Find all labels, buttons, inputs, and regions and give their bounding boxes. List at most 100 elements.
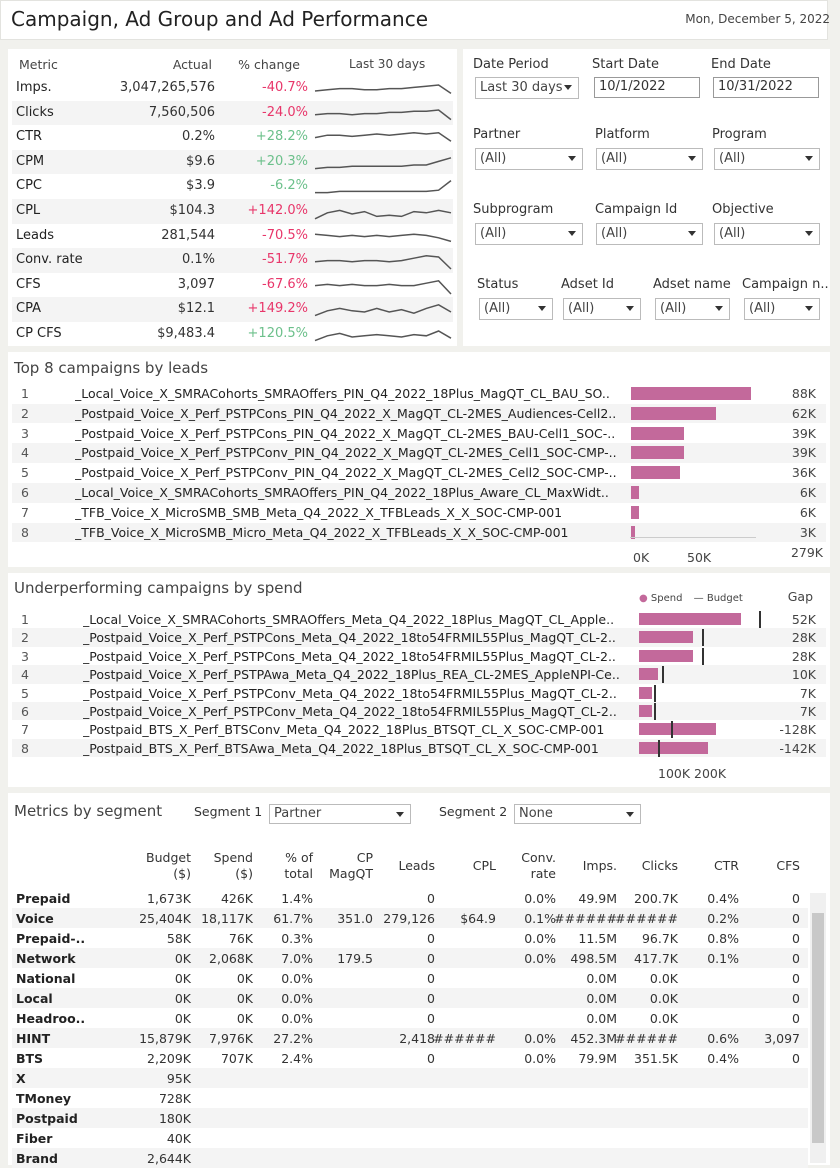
- segment-cell: 15,879K: [139, 1031, 191, 1046]
- program-value: (All): [719, 151, 746, 166]
- segment-row[interactable]: Headroo.. 0K 0K 0.0% 0 0.0M 0.0K 0: [12, 1008, 808, 1028]
- segment-column-header[interactable]: Budget ($): [131, 849, 191, 883]
- underperforming-row[interactable]: 3 _Postpaid_Voice_X_Perf_PSTPCons_Meta_Q4…: [12, 647, 826, 665]
- kpi-panel: Metric Actual % change Last 30 days Imps…: [8, 49, 457, 346]
- campaign-row[interactable]: 8 _TFB_Voice_X_MicroSMB_Micro_Meta_Q4_202…: [12, 522, 826, 543]
- segment-cell: 0: [792, 971, 800, 986]
- date-period-dropdown[interactable]: Last 30 days: [475, 77, 579, 99]
- campaign-rank: 8: [21, 524, 29, 540]
- status-dropdown[interactable]: (All): [479, 298, 553, 320]
- kpi-row: CFS 3,097 -67.6%: [12, 273, 453, 298]
- segment1-dropdown[interactable]: Partner: [269, 804, 411, 824]
- campaign-rank: 6: [21, 704, 29, 719]
- end-date-input[interactable]: 10/31/2022: [713, 77, 819, 98]
- segment-cell: 0: [792, 1051, 800, 1066]
- underperforming-row[interactable]: 6 _Postpaid_Voice_X_Perf_PSTPConv_Meta_Q4…: [12, 702, 826, 721]
- subprogram-label: Subprogram: [473, 202, 554, 217]
- segment-column-header[interactable]: Leads: [375, 849, 435, 883]
- campaign-id-label: Campaign Id: [595, 202, 678, 217]
- segment-column-header[interactable]: Spend ($): [193, 849, 253, 883]
- underperforming-row[interactable]: 2 _Postpaid_Voice_X_Perf_PSTPCons_Meta_Q4…: [12, 628, 826, 647]
- campaign-name: _TFB_Voice_X_MicroSMB_Micro_Meta_Q4_2022…: [75, 524, 569, 540]
- underperforming-row[interactable]: 8 _Postpaid_BTS_X_Perf_BTSAwa_Meta_Q4_202…: [12, 738, 826, 758]
- segment-row[interactable]: Fiber 40K: [12, 1128, 808, 1148]
- segment-column-label: CFS: [776, 858, 800, 873]
- campaign-name: _Postpaid_Voice_X_Perf_PSTPCons_Meta_Q4_…: [83, 630, 616, 646]
- kpi-row: CP CFS $9,483.4 +120.5%: [12, 322, 453, 347]
- sparkline-path: [314, 330, 452, 342]
- subprogram-dropdown[interactable]: (All): [475, 223, 583, 245]
- campaign-rank: 7: [21, 722, 29, 738]
- campaign-rank: 1: [21, 386, 29, 401]
- segment-column-header[interactable]: CP MagQT: [313, 849, 373, 883]
- leads-value: 39K: [791, 445, 816, 461]
- segment-cell: 49.9M: [578, 891, 617, 906]
- kpi-row: Conv. rate 0.1% -51.7%: [12, 248, 453, 273]
- segment-cell: 0.0%: [524, 931, 556, 946]
- chevron-down-icon: [688, 231, 696, 236]
- campaign-row[interactable]: 3 _Postpaid_Voice_X_Perf_PSTPCons_PIN_Q4_…: [12, 424, 826, 444]
- campaign-row[interactable]: 7 _TFB_Voice_X_MicroSMB_SMB_Meta_Q4_2022_…: [12, 503, 826, 523]
- segment-name: Prepaid-..: [16, 931, 86, 946]
- underperforming-row[interactable]: 1 _Local_Voice_X_SMRACohorts_SMRAOffers_M…: [12, 610, 826, 628]
- segment-column-header[interactable]: Imps.: [557, 849, 617, 883]
- segment-row[interactable]: Voice 25,404K 18,117K 61.7% 351.0 279,126 $64.…: [12, 908, 808, 928]
- segment-row[interactable]: Postpaid 180K: [12, 1108, 808, 1128]
- segment-column-label: Clicks: [641, 858, 678, 873]
- segment2-dropdown[interactable]: None: [514, 804, 641, 824]
- adset-name-dropdown[interactable]: (All): [655, 298, 730, 320]
- chevron-down-icon: [688, 156, 696, 161]
- campaign-id-dropdown[interactable]: (All): [596, 223, 703, 245]
- segment-row[interactable]: Network 0K 2,068K 7.0% 179.5 0 0.0% 498.5M 417.7…: [12, 948, 808, 968]
- chevron-down-icon: [568, 231, 576, 236]
- campaign-row[interactable]: 6 _Local_Voice_X_SMRACohorts_SMRAOffers_P…: [12, 483, 826, 503]
- segment-column-header[interactable]: Clicks: [618, 849, 678, 883]
- segment-cell: 25,404K: [139, 911, 191, 926]
- campaign-row[interactable]: 5 _Postpaid_Voice_X_Perf_PSTPConv_PIN_Q4_…: [12, 463, 826, 483]
- segment-row[interactable]: National 0K 0K 0.0% 0 0.0M 0.0K 0: [12, 968, 808, 988]
- underperforming-row[interactable]: 5 _Postpaid_Voice_X_Perf_PSTPConv_Meta_Q4…: [12, 684, 826, 702]
- partner-dropdown[interactable]: (All): [475, 148, 583, 170]
- segment-column-header[interactable]: CFS: [740, 849, 800, 883]
- adset-id-dropdown[interactable]: (All): [563, 298, 641, 320]
- start-date-input[interactable]: 10/1/2022: [594, 77, 700, 98]
- segment-column-header[interactable]: % of total: [253, 849, 313, 883]
- program-dropdown[interactable]: (All): [714, 148, 820, 170]
- platform-dropdown[interactable]: (All): [596, 148, 703, 170]
- campaign-row[interactable]: 2 _Postpaid_Voice_X_Perf_PSTPCons_PIN_Q4_…: [12, 403, 826, 424]
- vertical-scrollbar[interactable]: [810, 893, 826, 1163]
- kpi-name: Clicks: [16, 104, 54, 120]
- segment-cell: 2,209K: [147, 1051, 191, 1066]
- segment-cell: 351.0: [337, 911, 373, 926]
- segment-row[interactable]: Local 0K 0K 0.0% 0 0.0M 0.0K 0: [12, 988, 808, 1008]
- leads-bar: [631, 466, 681, 480]
- leads-value: 3K: [799, 524, 816, 540]
- objective-dropdown[interactable]: (All): [714, 223, 820, 245]
- underperforming-row[interactable]: 7 _Postpaid_BTS_X_Perf_BTSConv_Meta_Q4_20…: [12, 720, 826, 739]
- segment-row[interactable]: TMoney 728K: [12, 1088, 808, 1108]
- segment-column-header[interactable]: Conv. rate: [496, 849, 556, 883]
- date-period-value: Last 30 days: [480, 80, 563, 95]
- segment-row[interactable]: HINT 15,879K 7,976K 27.2% 2,418 ###### 0.0% 452…: [12, 1028, 808, 1048]
- segment-row[interactable]: X 95K: [12, 1068, 808, 1088]
- segment-row[interactable]: Brand 2,644K: [12, 1148, 808, 1168]
- date-period-label: Date Period: [473, 57, 549, 72]
- scrollbar-thumb[interactable]: [812, 913, 824, 1143]
- underperforming-row[interactable]: 4 _Postpaid_Voice_X_Perf_PSTPAwa_Meta_Q4_…: [12, 665, 826, 684]
- campaign-row[interactable]: 1 _Local_Voice_X_SMRACohorts_SMRAOffers_P…: [12, 384, 826, 404]
- segment-cell: 0: [427, 1011, 435, 1026]
- segment-name: Prepaid: [16, 891, 71, 906]
- segment-row[interactable]: Prepaid 1,673K 426K 1.4% 0 0.0% 49.9M 200.7K 0.4…: [12, 888, 808, 908]
- segment-column-header[interactable]: CTR: [679, 849, 739, 883]
- segment-cell: 0.1%: [524, 911, 556, 926]
- campaign-row[interactable]: 4 _Postpaid_Voice_X_Perf_PSTPConv_PIN_Q4_…: [12, 443, 826, 463]
- segment-row[interactable]: Prepaid-.. 58K 76K 0.3% 0 0.0% 11.5M 96.7K 0.8% 0: [12, 928, 808, 948]
- kpi-actual: $3.9: [186, 178, 215, 194]
- campaign-name-dropdown[interactable]: (All): [744, 298, 820, 320]
- segment-row[interactable]: BTS 2,209K 707K 2.4% 0 0.0% 79.9M 351.5K 0.4% 0: [12, 1048, 808, 1068]
- campaign-name: _Postpaid_Voice_X_Perf_PSTPConv_Meta_Q4_…: [83, 685, 617, 701]
- segment1-label: Segment 1: [194, 804, 263, 819]
- kpi-row: CPC $3.9 -6.2%: [12, 174, 453, 199]
- objective-value: (All): [719, 226, 746, 241]
- segment-column-header[interactable]: CPL: [436, 849, 496, 883]
